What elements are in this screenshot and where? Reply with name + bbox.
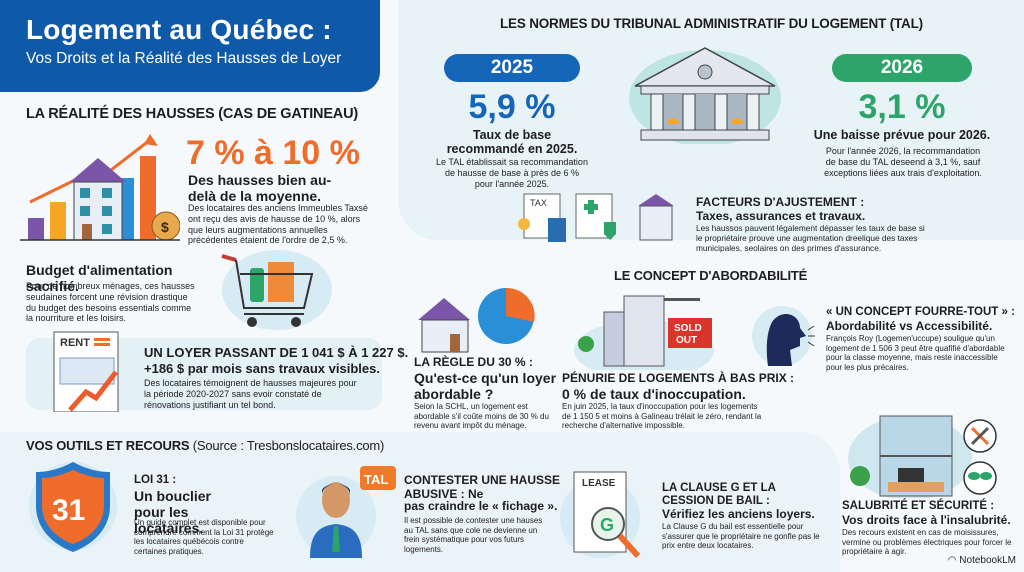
rate-2026: 3,1 % (858, 88, 946, 126)
headline-2025: Taux de base recommandé en 2025. (446, 128, 578, 157)
outils-section-title: VOS OUTILS ET RECOURS (Source : Tresbons… (26, 438, 384, 453)
penurie-headline: 0 % de taux d'inoccupation. (562, 386, 746, 402)
regle-title: LA RÈGLE DU 30 % : (414, 355, 533, 369)
svg-text:OUT: OUT (676, 335, 697, 346)
contester-headline: pas craindre le « fichage ». (404, 499, 558, 513)
loyer-headline-1: UN LOYER PASSANT DE 1 041 $ À 1 227 $. (144, 345, 409, 360)
salubrite-headline: Vos droits face à l'insalubrité. (842, 513, 1011, 527)
notebooklm-icon: ◠ (947, 555, 960, 566)
loyer-body: Des locataires témoignent de hausses maj… (144, 378, 357, 410)
fourre-tout-headline: Abordabilité vs Accessibilité. (826, 319, 993, 333)
adjustment-factors-icons: TAX (518, 193, 674, 242)
notebooklm-logo: ◠ NotebookLM (947, 555, 1016, 566)
body-2025: Le TAL établissait sa recommandation de … (436, 157, 588, 189)
budget-body: Pour de nombreux ménages, ces hausses se… (26, 281, 195, 324)
page-subtitle: Vos Droits et la Réalité des Hausses de … (26, 50, 342, 67)
year-2025-pill: 2025 (444, 54, 580, 82)
loi31-title: LOI 31 : (134, 474, 177, 486)
svg-text:SOLD: SOLD (674, 323, 702, 334)
regle-headline: Qu'est-ce qu'un loyer abordable ? (414, 370, 557, 403)
headline-2026: Une baisse prévue pour 2026. (813, 128, 991, 142)
shopping-cart-icon (221, 254, 314, 327)
outils-title: VOS OUTILS ET RECOURS (26, 438, 190, 453)
rate-2025: 5,9 % (468, 88, 556, 126)
salubrite-body: Des recours existent en cas de moisissur… (842, 528, 1012, 557)
facteurs-body: Les haussos pauvent légalement dépasser … (696, 223, 925, 253)
header-banner: Logement au Québec : Vos Droits et la Ré… (0, 0, 380, 92)
svg-text:TAL: TAL (364, 472, 388, 487)
loi31-headline: Un bouclier pour les locataires. (134, 488, 212, 537)
budget-headline: Budget d'alimentation sacrifié. (26, 262, 173, 295)
rent-document-icon: RENT (53, 331, 119, 412)
svg-text:LEASE: LEASE (582, 478, 616, 489)
tal-speaker-icon: TAL (296, 466, 396, 558)
lease-magnifier-icon: LEASE G (560, 471, 641, 559)
page-title: Logement au Québec : (26, 14, 332, 45)
outils-source: (Source : Tresbonslocataires.com) (192, 438, 385, 453)
home-safety-icon (848, 415, 997, 498)
speaking-silhouette-icon (752, 306, 815, 366)
loi31-shield-icon: 31 (29, 462, 117, 552)
svg-text:RENT: RENT (60, 337, 90, 349)
contester-title: CONTESTER UNE HAUSSE ABUSIVE : Ne (404, 473, 561, 501)
loi31-body: Un guide complet est disponible pour com… (134, 518, 274, 556)
realite-stat: 7 % à 10 % (186, 134, 360, 172)
facteurs-title: FACTEURS D'AJUSTEMENT : (696, 195, 865, 209)
clause-g-title: LA CLAUSE G ET LA CESSION DE BAIL : (662, 482, 776, 508)
clause-g-headline: Vérifiez les anciens loyers. (662, 507, 815, 521)
sold-out-building-icon: SOLD OUT (574, 295, 714, 370)
realite-body: Des locataires des anciens Immeubles Tax… (188, 203, 368, 246)
outils-panel-bg (0, 432, 840, 572)
penurie-title: PÉNURIE DE LOGEMENTS À BAS PRIX : (562, 371, 795, 385)
contester-body: Il est possible de contester une hauses … (404, 516, 543, 554)
year-2026-pill: 2026 (832, 54, 972, 82)
realite-section-title: LA RÉALITÉ DES HAUSSES (CAS DE GATINEAU) (26, 106, 358, 122)
abordabilite-section-title: LE CONCEPT D'ABORDABILITÉ (614, 268, 808, 283)
realite-headline: Des hausses bien au-delà de la moyenne. (188, 172, 332, 205)
svg-text:$: $ (161, 219, 169, 235)
fourre-tout-body: François Roy (Logemen'uccupe) souligue q… (826, 334, 1005, 372)
loyer-headline-2: +186 $ par mois sans travaux visibles. (144, 361, 380, 376)
svg-text:31: 31 (52, 494, 85, 527)
house-pie-chart-icon (418, 287, 535, 353)
clause-g-body: La Clause G du bail est essentielle pour… (662, 522, 820, 551)
penurie-body: En juin 2025, la taux d'inoccupation pou… (562, 402, 762, 431)
svg-text:G: G (600, 515, 614, 535)
facteurs-headline: Taxes, assurances et travaux. (696, 209, 866, 223)
regle-body: Seion la SCHL, un logement est abordable… (414, 402, 549, 431)
salubrite-title: SALUBRITÉ ET SÉCURITÉ : (842, 500, 995, 512)
svg-text:TAX: TAX (530, 198, 547, 208)
courthouse-icon (629, 47, 781, 144)
tal-section-title: LES NORMES DU TRIBUNAL ADMINISTRATIF DU … (500, 16, 923, 31)
body-2026: Pour l'année 2026, la recommandation de … (824, 146, 982, 178)
rising-rent-chart-icon: $ (20, 134, 180, 241)
fourre-tout-title: « UN CONCEPT FOURRE-TOUT » : (826, 306, 1015, 318)
